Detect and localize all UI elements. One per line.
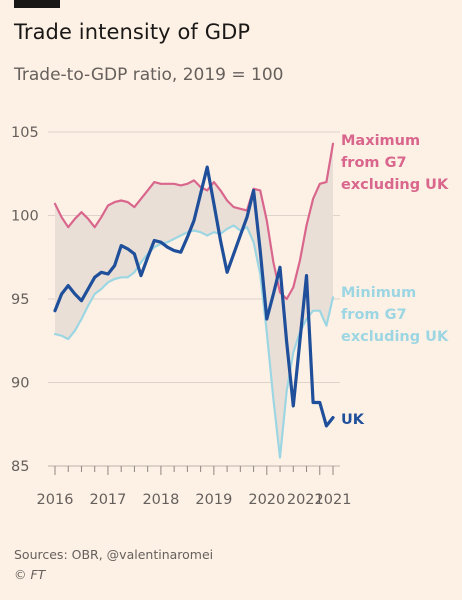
series-label-maximum: from G7 <box>341 155 407 171</box>
sources-note: Sources: OBR, @valentinaromei <box>14 547 214 562</box>
x-tick-label: 2019 <box>195 492 232 508</box>
y-tick-label: 105 <box>11 125 39 141</box>
series-label-minimum: excluding UK <box>341 329 449 345</box>
series-label-minimum: from G7 <box>341 307 407 323</box>
chart-title: Trade intensity of GDP <box>14 20 251 44</box>
x-tick-label: 2018 <box>142 492 179 508</box>
y-tick-label: 95 <box>11 292 29 308</box>
x-tick-label: 2021 <box>315 492 352 508</box>
band-area <box>55 143 333 458</box>
y-tick-label: 85 <box>11 459 29 475</box>
series-label-minimum: Minimum <box>341 285 416 301</box>
chart-subtitle: Trade-to-GDP ratio, 2019 = 100 <box>14 65 284 85</box>
y-axis: 85 90 95 100 105 <box>11 125 39 475</box>
ft-credit: © FT <box>14 567 46 582</box>
y-tick-label: 90 <box>11 376 29 392</box>
x-tick-label: 2016 <box>37 492 74 508</box>
series-label-maximum: Maximum <box>341 133 420 149</box>
x-tick-label: 2017 <box>89 492 126 508</box>
brand-bar <box>14 0 60 8</box>
series-line-minimum <box>53 224 335 459</box>
y-tick-label: 100 <box>11 209 39 225</box>
series-label-maximum: excluding UK <box>341 177 449 193</box>
series-line-uk <box>53 165 335 428</box>
series-labels: Maximum from G7 excluding UK Minimum from G7… <box>341 133 449 428</box>
range-band <box>55 143 333 458</box>
x-tick-label: 2021 <box>287 492 324 508</box>
series-label-uk: UK <box>341 412 365 428</box>
series-lines <box>53 142 335 459</box>
x-tick-label: 2020 <box>248 492 285 508</box>
series-line-maximum <box>53 142 335 301</box>
